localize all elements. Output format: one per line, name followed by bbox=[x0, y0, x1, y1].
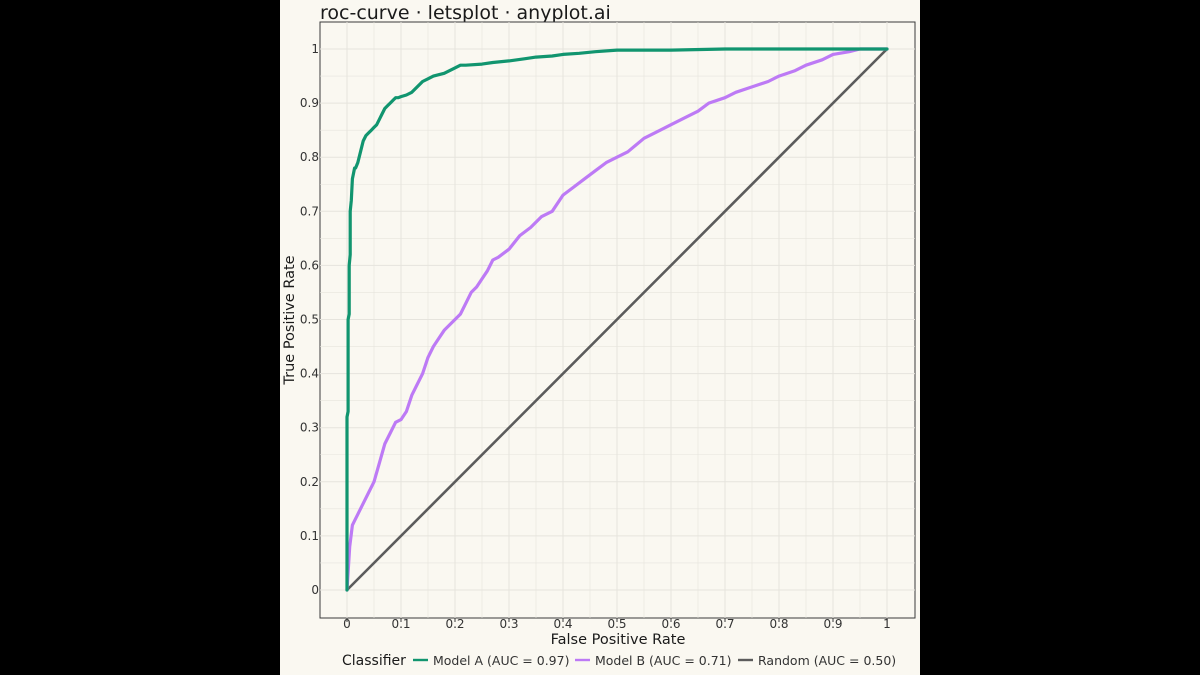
y-tick-label: 0 bbox=[311, 583, 319, 597]
x-tick-label: 0.9 bbox=[823, 617, 842, 631]
series-layer bbox=[345, 47, 889, 592]
legend-items: Model A (AUC = 0.97) Model B (AUC = 0.71)… bbox=[413, 653, 896, 668]
y-tick-label: 1 bbox=[311, 42, 319, 56]
chart-title: roc-curve · letsplot · anyplot.ai bbox=[320, 2, 611, 24]
x-axis-label: False Positive Rate bbox=[551, 632, 686, 648]
x-tick-label: 0.5 bbox=[607, 617, 626, 631]
random-line bbox=[345, 47, 889, 592]
y-tick-label: 0.4 bbox=[300, 367, 319, 381]
legend-item-model-b: Model B (AUC = 0.71) bbox=[575, 653, 732, 668]
x-tick-label: 0.1 bbox=[391, 617, 410, 631]
x-tick-label: 0.6 bbox=[661, 617, 680, 631]
x-tick-label: 0.8 bbox=[769, 617, 788, 631]
y-tick-label: 0.8 bbox=[300, 150, 319, 164]
legend-label: Random (AUC = 0.50) bbox=[758, 653, 896, 668]
y-tick-label: 0.1 bbox=[300, 529, 319, 543]
model-a-line bbox=[345, 47, 889, 592]
legend: Classifier Model A (AUC = 0.97) Model B (… bbox=[333, 649, 897, 673]
legend-label: Model A (AUC = 0.97) bbox=[433, 653, 569, 668]
legend-label: Model B (AUC = 0.71) bbox=[595, 653, 732, 668]
y-tick-label: 0.3 bbox=[300, 421, 319, 435]
y-axis-label: True Positive Rate bbox=[282, 255, 298, 385]
y-axis-ticks: 0 0.1 0.2 0.3 0.4 0.5 0.6 0.7 0.8 0.9 1 bbox=[300, 42, 319, 597]
y-tick-label: 0.9 bbox=[300, 96, 319, 110]
plot-canvas: roc-curve · letsplot · anyplot.ai 0 0.1 0.… bbox=[280, 0, 920, 675]
model-b-line bbox=[345, 47, 889, 592]
y-tick-label: 0.6 bbox=[300, 258, 319, 272]
x-tick-label: 0.2 bbox=[445, 617, 464, 631]
x-axis-ticks: 0 0.1 0.2 0.3 0.4 0.5 0.6 0.7 0.8 0.9 1 bbox=[343, 617, 891, 631]
x-tick-label: 0.3 bbox=[499, 617, 518, 631]
roc-chart: roc-curve · letsplot · anyplot.ai 0 0.1 0.… bbox=[282, 2, 916, 673]
legend-item-random: Random (AUC = 0.50) bbox=[738, 653, 896, 668]
x-tick-label: 0.7 bbox=[715, 617, 734, 631]
legend-item-model-a: Model A (AUC = 0.97) bbox=[413, 653, 569, 668]
y-tick-label: 0.7 bbox=[300, 204, 319, 218]
y-tick-label: 0.5 bbox=[300, 313, 319, 327]
legend-title: Classifier bbox=[342, 653, 406, 669]
x-tick-label: 0.4 bbox=[553, 617, 572, 631]
y-tick-label: 0.2 bbox=[300, 475, 319, 489]
x-tick-label: 0 bbox=[343, 617, 351, 631]
x-tick-label: 1 bbox=[883, 617, 891, 631]
